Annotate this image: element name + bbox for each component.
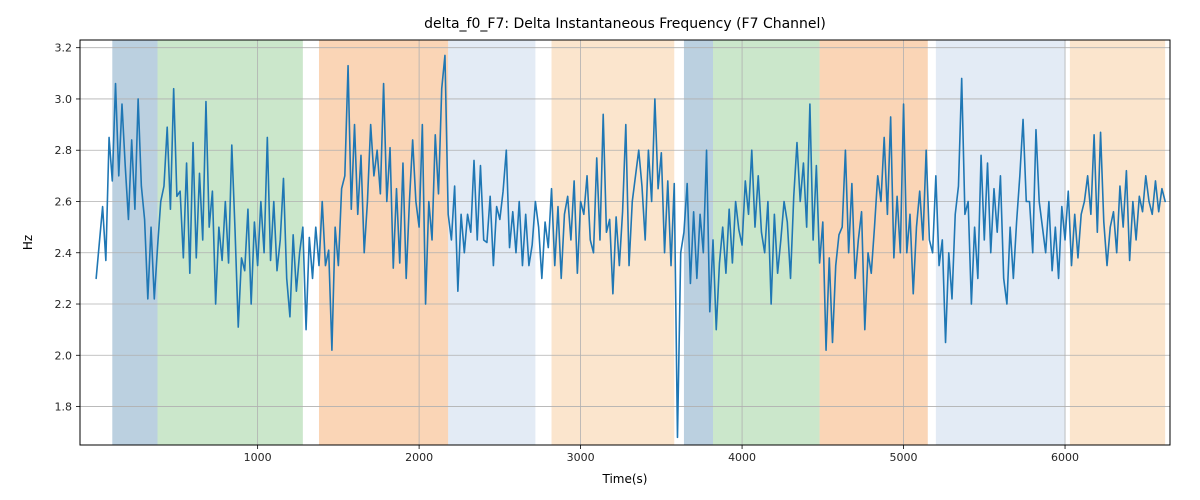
chart-title: delta_f0_F7: Delta Instantaneous Frequen… <box>424 16 826 32</box>
x-tick-label: 1000 <box>244 451 272 464</box>
x-tick-label: 5000 <box>890 451 918 464</box>
x-ticks: 1000 2000 3000 4000 5000 6000 <box>244 445 1079 464</box>
chart-container: 1000 2000 3000 4000 5000 6000 1.8 2.0 2.2 2.4 2.6 2… <box>0 0 1200 500</box>
interval-band <box>713 40 820 445</box>
y-axis-label: Hz <box>21 235 35 250</box>
y-tick-label: 2.2 <box>55 298 73 311</box>
x-tick-label: 4000 <box>728 451 756 464</box>
eeg-chart: 1000 2000 3000 4000 5000 6000 1.8 2.0 2.2 2.4 2.6 2… <box>0 0 1200 500</box>
x-tick-label: 6000 <box>1051 451 1079 464</box>
y-tick-label: 2.0 <box>55 349 73 362</box>
y-tick-label: 2.6 <box>55 195 73 208</box>
y-tick-label: 2.8 <box>55 144 73 157</box>
y-tick-label: 1.8 <box>55 401 73 414</box>
y-tick-label: 3.0 <box>55 93 73 106</box>
y-tick-label: 3.2 <box>55 42 73 55</box>
interval-band <box>158 40 303 445</box>
x-tick-label: 3000 <box>567 451 595 464</box>
x-axis-label: Time(s) <box>602 472 648 486</box>
interval-band <box>552 40 675 445</box>
y-tick-label: 2.4 <box>55 247 73 260</box>
x-tick-label: 2000 <box>405 451 433 464</box>
y-ticks: 1.8 2.0 2.2 2.4 2.6 2.8 3.0 3.2 <box>55 42 81 414</box>
